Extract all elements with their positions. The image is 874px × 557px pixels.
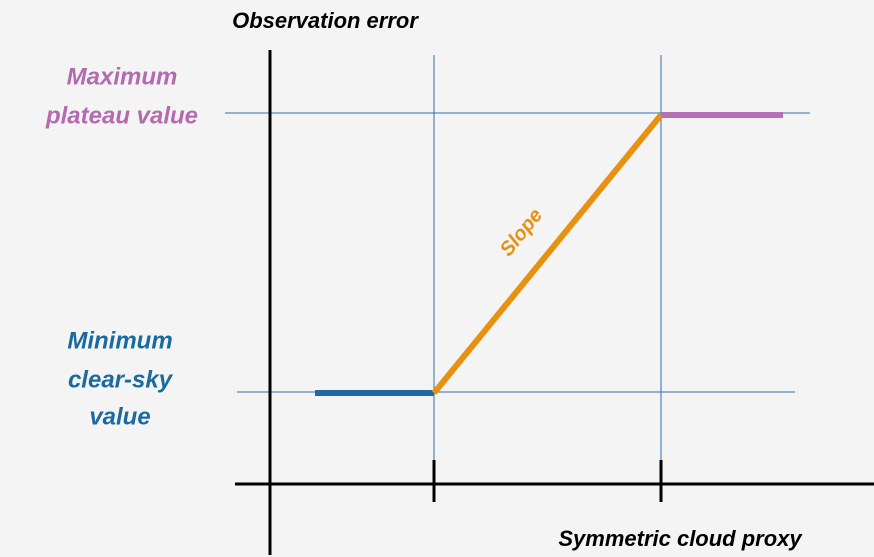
x-axis-label: Symmetric cloud proxy xyxy=(558,526,803,551)
title: Observation error xyxy=(232,8,419,33)
plateau-label: plateau value xyxy=(45,102,198,129)
slope-segment xyxy=(431,113,664,395)
clear-sky-label: value xyxy=(89,403,150,430)
plateau-label: Maximum xyxy=(67,63,178,90)
clear-sky-label: Minimum xyxy=(67,327,172,354)
clear-sky-label: clear-sky xyxy=(68,366,174,393)
